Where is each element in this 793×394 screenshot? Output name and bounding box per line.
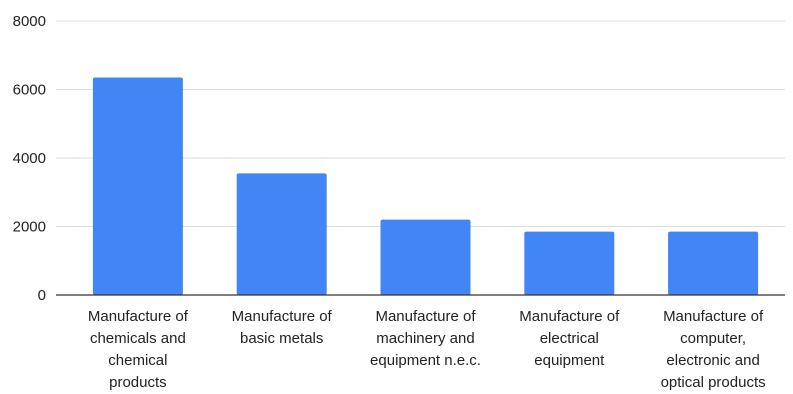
x-category-label-line: computer, xyxy=(680,330,746,347)
y-tick-label: 8000 xyxy=(13,13,46,30)
y-axis-ticks: 0 2000 4000 6000 8000 xyxy=(13,13,46,304)
x-category-label: Manufacture of computer, electronic and opt… xyxy=(661,308,766,391)
x-category-label: Manufacture of machinery and equipment n.e… xyxy=(370,308,481,369)
x-category-label-line: chemicals and xyxy=(90,330,186,347)
y-tick-label: 6000 xyxy=(13,82,46,99)
bars xyxy=(92,77,759,296)
x-category-label-line: electrical xyxy=(540,330,599,347)
x-category-label-line: Manufacture of xyxy=(88,308,189,325)
x-category-label-line: basic metals xyxy=(240,330,323,347)
x-category-label-line: Manufacture of xyxy=(375,308,476,325)
x-category-label-line: equipment xyxy=(534,352,605,369)
x-category-label-line: chemical xyxy=(108,352,167,369)
y-tick-label: 0 xyxy=(38,287,46,304)
x-category-label-line: Manufacture of xyxy=(663,308,764,325)
x-axis-category-labels: Manufacture of chemicals and chemical produ… xyxy=(88,308,766,391)
bar[interactable] xyxy=(236,173,327,295)
x-category-label: Manufacture of chemicals and chemical produ… xyxy=(88,308,189,391)
x-category-label: Manufacture of electrical equipment xyxy=(519,308,620,369)
x-category-label: Manufacture of basic metals xyxy=(232,308,333,347)
bar[interactable] xyxy=(524,231,615,295)
x-category-label-line: electronic and xyxy=(666,352,759,369)
bar[interactable] xyxy=(92,77,183,296)
x-category-label-line: equipment n.e.c. xyxy=(370,352,481,369)
y-tick-label: 4000 xyxy=(13,150,46,167)
bar[interactable] xyxy=(380,219,471,295)
x-category-label-line: machinery and xyxy=(376,330,474,347)
y-tick-label: 2000 xyxy=(13,219,46,236)
x-category-label-line: Manufacture of xyxy=(232,308,333,325)
x-category-label-line: optical products xyxy=(661,374,766,391)
x-category-label-line: products xyxy=(109,374,167,391)
x-category-label-line: Manufacture of xyxy=(519,308,620,325)
bar[interactable] xyxy=(668,231,759,295)
